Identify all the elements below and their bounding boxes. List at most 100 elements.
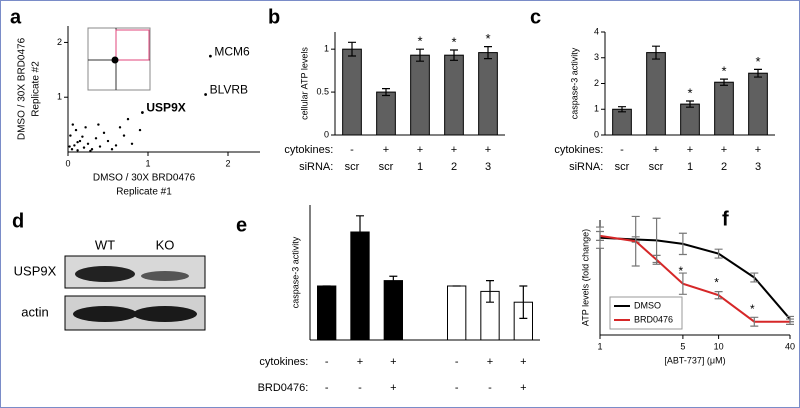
y-tick-label: 3	[594, 52, 599, 62]
labeled-point	[209, 54, 212, 58]
panel-letter: a	[10, 6, 22, 28]
significance: *	[417, 34, 422, 49]
error-bar	[720, 78, 728, 86]
condition-level: +	[721, 144, 727, 156]
point	[69, 134, 72, 137]
point	[86, 142, 90, 145]
condition-level: 3	[485, 161, 491, 173]
condition-level: +	[383, 144, 389, 156]
point	[94, 137, 98, 140]
point-label: BLVRB	[210, 83, 248, 97]
condition-level: -	[488, 382, 492, 394]
point	[71, 123, 75, 126]
error-bar	[652, 45, 660, 60]
condition-level: +	[485, 144, 491, 156]
significance: *	[485, 31, 490, 46]
error-bar	[714, 248, 723, 259]
y-axis-label: caspase-3 activity	[569, 47, 579, 119]
point	[76, 140, 79, 144]
bar	[383, 280, 403, 341]
point	[118, 126, 122, 129]
condition-level: -	[350, 144, 354, 156]
error-bar	[519, 285, 528, 319]
y-tick-label: 2	[57, 37, 62, 47]
condition-level: +	[390, 356, 396, 368]
panel-letter: b	[268, 6, 280, 28]
point	[68, 145, 71, 148]
inset	[87, 27, 151, 91]
row-label: actin	[21, 304, 48, 319]
y-axis-label: ATP levels (fold change)	[580, 229, 590, 326]
point	[138, 128, 142, 132]
bar	[410, 54, 430, 136]
y-axis-label: caspase-3 activity	[290, 236, 300, 308]
x-tick-label: 1	[597, 341, 602, 351]
y-axis-label: cellular ATP levels	[299, 47, 309, 120]
legend-label: BRD0476	[634, 314, 673, 324]
condition-level: 2	[721, 161, 727, 173]
condition-level: +	[417, 144, 423, 156]
legend-label: DMSO	[634, 300, 661, 310]
condition-level: +	[390, 382, 396, 394]
point	[98, 145, 102, 148]
x-axis-label: [ABT-737] (μM)	[664, 355, 725, 365]
point-label: USP9X	[146, 101, 185, 115]
bar	[342, 48, 362, 136]
bar	[646, 52, 666, 136]
condition-level: scr	[649, 161, 664, 173]
legend-box	[609, 296, 683, 330]
condition-level: +	[520, 356, 526, 368]
panel-letter: c	[530, 6, 541, 28]
y-tick-label: 2	[594, 78, 599, 88]
error-bar	[486, 280, 494, 303]
row-label: USP9X	[14, 263, 57, 278]
y-tick-label: 1	[594, 104, 599, 114]
bar	[478, 52, 498, 136]
condition-level: -	[620, 144, 624, 156]
y-axis-label: Replicate #2	[31, 61, 42, 117]
western-blot: d WT KO USP9X actin	[12, 210, 206, 331]
point-label: MCM6	[214, 44, 250, 58]
y-tick-label: 0	[324, 129, 329, 139]
significance: *	[714, 275, 719, 289]
condition-level: scr	[345, 161, 360, 173]
point	[110, 148, 114, 151]
x-tick-label: 40	[785, 341, 795, 351]
condition-level: -	[325, 356, 329, 368]
x-tick-label: 10	[714, 341, 724, 351]
x-axis-label: DMSO / 30X BRD0476	[93, 173, 196, 184]
bar	[447, 285, 467, 341]
significance: *	[687, 85, 692, 100]
y-tick-label: 1	[324, 44, 329, 54]
error-bar	[631, 215, 640, 267]
error-bar	[348, 41, 356, 57]
error-bar	[652, 254, 661, 265]
condition-level: +	[755, 144, 761, 156]
point	[78, 139, 82, 143]
condition-level: scr	[379, 161, 394, 173]
error-bar	[356, 215, 364, 249]
bar	[748, 72, 768, 136]
condition-level: +	[357, 356, 363, 368]
panel-letter: d	[12, 210, 24, 232]
condition-label: cytokines:	[554, 144, 603, 156]
point	[126, 117, 130, 121]
condition-label: siRNA:	[569, 161, 603, 173]
significance: *	[679, 264, 684, 278]
panel-letter: f	[722, 208, 729, 230]
condition-label: cytokines:	[284, 144, 333, 156]
point	[74, 128, 78, 132]
error-bar	[678, 232, 687, 256]
condition-level: 1	[687, 161, 693, 173]
y-tick-label: 1	[57, 92, 62, 102]
significance: *	[451, 34, 456, 49]
error-bar	[750, 272, 759, 283]
significance: *	[721, 64, 726, 79]
bar	[612, 108, 632, 136]
y-tick-label: 0.5	[316, 86, 329, 96]
condition-level: scr	[615, 161, 630, 173]
error-bar	[596, 230, 604, 241]
significance: *	[750, 302, 755, 316]
point	[73, 144, 76, 147]
x-tick-label: 1	[145, 158, 150, 168]
